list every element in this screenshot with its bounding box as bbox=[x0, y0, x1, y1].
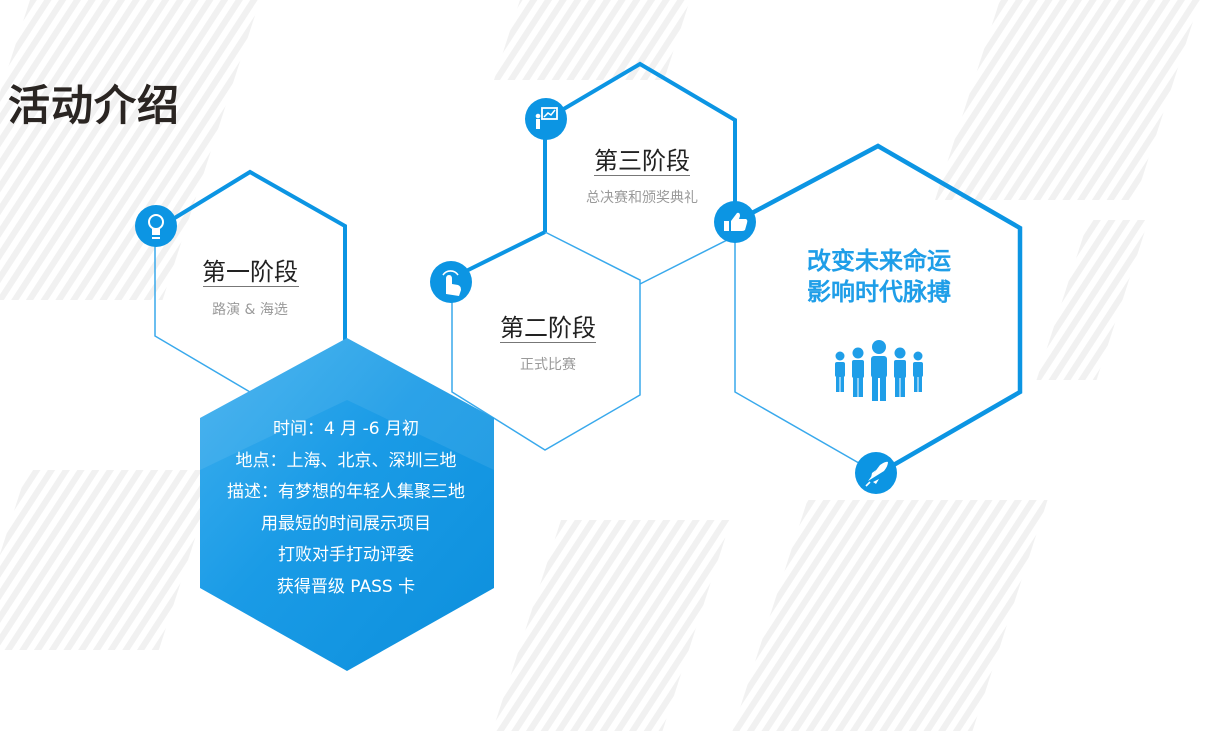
slogan: 改变未来命运 影响时代脉搏 bbox=[760, 246, 998, 308]
stage1-underline bbox=[203, 286, 299, 287]
pointer-hand-icon bbox=[430, 261, 472, 303]
stage2-underline bbox=[500, 342, 596, 343]
slogan-hex-thin bbox=[734, 236, 879, 475]
stage1-hex-thin bbox=[154, 230, 251, 393]
stage3-hex-thick bbox=[543, 61, 737, 232]
rocket-icon bbox=[855, 452, 897, 494]
detail-line: 用最短的时间展示项目 bbox=[261, 513, 431, 534]
presentation-icon bbox=[525, 98, 567, 140]
stage1-subtitle: 路演 & 海选 bbox=[212, 302, 288, 318]
thumbs-up-icon bbox=[714, 201, 756, 243]
page-title: 活动介绍 bbox=[8, 81, 181, 130]
stage3-title: 第三阶段 bbox=[594, 147, 690, 175]
lightbulb-icon bbox=[135, 205, 177, 247]
detail-line: 描述：有梦想的年轻人集聚三地 bbox=[227, 482, 465, 502]
detail-line: 打败对手打动评委 bbox=[278, 545, 414, 565]
detail-line: 地点：上海、北京、深圳三地 bbox=[235, 450, 457, 471]
detail-line: 时间：4 月 -6 月初 bbox=[273, 419, 419, 439]
detail-line: 获得晋级 PASS 卡 bbox=[276, 576, 416, 597]
stage1-title: 第一阶段 bbox=[202, 258, 298, 286]
stage2-title: 第二阶段 bbox=[500, 314, 596, 342]
slogan-hex-thick bbox=[733, 143, 1023, 476]
details-hex-shade bbox=[200, 338, 494, 470]
people-group-icon bbox=[835, 340, 923, 401]
details-hex bbox=[200, 338, 494, 671]
stage3-subtitle: 总决赛和颁奖典礼 bbox=[586, 190, 698, 206]
stage3-underline bbox=[594, 175, 690, 176]
stage2-hex-thin bbox=[451, 231, 641, 451]
stage1-hex-thick bbox=[153, 169, 347, 340]
stage-details: 时间：4 月 -6 月初 地点：上海、北京、深圳三地 描述：有梦想的年轻人集聚三… bbox=[200, 414, 492, 603]
slogan-line: 影响时代脉搏 bbox=[807, 278, 951, 306]
slogan-line: 改变未来命运 bbox=[807, 247, 951, 275]
stage2-subtitle: 正式比赛 bbox=[520, 357, 576, 373]
